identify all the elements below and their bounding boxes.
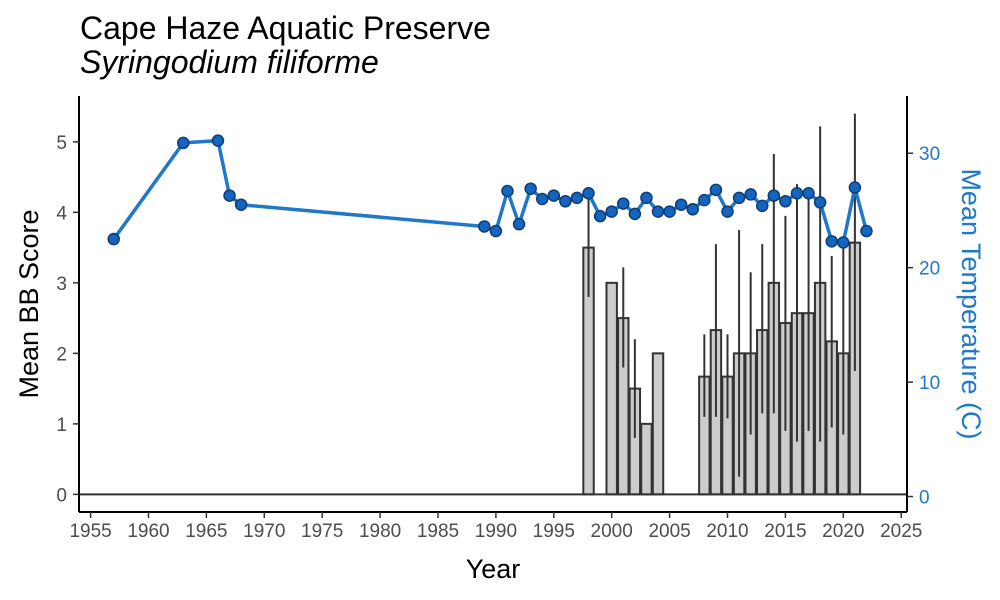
x-tick-label-2015: 2015 — [764, 521, 806, 542]
temperature-point-2017 — [802, 187, 815, 200]
temperature-point-1991 — [501, 184, 514, 198]
y-tick-label-0: 0 — [56, 485, 67, 506]
temperature-point-1989 — [478, 220, 491, 233]
y-tick-label-2: 2 — [56, 344, 67, 365]
temperature-point-2020 — [837, 236, 850, 249]
x-tick-label-2025: 2025 — [880, 521, 922, 542]
temperature-point-2021 — [848, 181, 862, 194]
temperature-point-1957 — [107, 232, 120, 246]
y-tick-label-1: 1 — [56, 415, 67, 436]
temperature-point-2009 — [709, 183, 723, 197]
error-bars-layer — [587, 113, 856, 477]
temperature-point-1993 — [524, 182, 537, 195]
temperature-point-2011 — [732, 191, 746, 205]
temperature-point-1998 — [582, 187, 595, 200]
y-tick-label-4: 4 — [56, 203, 67, 224]
x-tick-label-2020: 2020 — [822, 521, 864, 542]
temperature-point-2002 — [628, 207, 642, 221]
x-tick-label-1975: 1975 — [301, 521, 343, 542]
temperature-point-1990 — [489, 224, 503, 238]
axes-layer — [78, 96, 908, 513]
temperature-point-1995 — [547, 189, 561, 202]
temperature-point-1994 — [535, 192, 549, 206]
x-tick-label-1985: 1985 — [417, 521, 459, 542]
bars-layer — [582, 241, 862, 496]
chart-subtitle: Syringodium filiforme — [80, 44, 379, 80]
x-tick-label-2005: 2005 — [648, 521, 690, 542]
temperature-point-2015 — [779, 195, 792, 208]
x-tick-label-1960: 1960 — [127, 521, 169, 542]
temperature-point-1992 — [512, 217, 526, 231]
temperature-point-2000 — [605, 205, 618, 218]
x-tick-label-1970: 1970 — [243, 521, 285, 542]
x-tick-label-1995: 1995 — [533, 521, 575, 542]
chart-title: Cape Haze Aquatic Preserve — [80, 10, 491, 46]
x-tick-label-2010: 2010 — [706, 521, 748, 542]
temperature-point-1997 — [570, 191, 584, 205]
temperature-point-1968 — [234, 198, 248, 211]
bar-2003 — [640, 422, 653, 496]
x-tick-label-1990: 1990 — [475, 521, 517, 542]
temperature-point-2022 — [860, 224, 873, 238]
y-tick-label-3: 3 — [56, 274, 67, 295]
temperature-point-2007 — [686, 203, 700, 216]
temperature-point-2016 — [790, 187, 804, 200]
x-tick-label-1965: 1965 — [185, 521, 227, 542]
x-tick-label-1955: 1955 — [69, 521, 111, 542]
temperature-point-2013 — [755, 199, 769, 213]
temperature-point-2010 — [721, 205, 734, 218]
y-tick-label-5: 5 — [56, 133, 67, 154]
temperature-point-2012 — [744, 188, 757, 201]
x-tick-label-2000: 2000 — [591, 521, 633, 542]
y2-tick-label-30: 30 — [919, 144, 940, 165]
bar-2004 — [651, 352, 665, 496]
temperature-points-layer — [107, 134, 873, 249]
x-axis-title: Year — [466, 554, 521, 584]
y2-tick-label-10: 10 — [919, 373, 940, 394]
temperature-point-2001 — [617, 197, 630, 210]
ticks-layer: 1955 1960 1965 1970 1975 1980 1985 1990 1995 2000… — [56, 133, 940, 542]
y2-axis-title: Mean Temperature (C) — [956, 168, 986, 439]
y2-tick-label-0: 0 — [919, 488, 930, 509]
bar-2000 — [605, 281, 618, 496]
temperature-point-1999 — [593, 209, 607, 223]
temperature-point-2004 — [651, 205, 665, 218]
temperature-point-2018 — [813, 196, 827, 209]
temperature-point-1996 — [559, 195, 572, 208]
y-axis-title: Mean BB Score — [14, 209, 44, 398]
temperature-point-1967 — [223, 189, 236, 202]
temperature-point-1963 — [176, 136, 190, 150]
y2-tick-label-20: 20 — [919, 259, 940, 280]
temperature-point-2003 — [640, 191, 653, 205]
x-tick-label-1980: 1980 — [359, 521, 401, 542]
temperature-point-2014 — [767, 189, 781, 202]
temperature-point-2006 — [674, 198, 688, 211]
temperature-point-1966 — [211, 134, 225, 147]
temperature-point-2005 — [663, 205, 676, 218]
temperature-point-2019 — [825, 235, 838, 248]
temperature-point-2008 — [698, 193, 711, 207]
